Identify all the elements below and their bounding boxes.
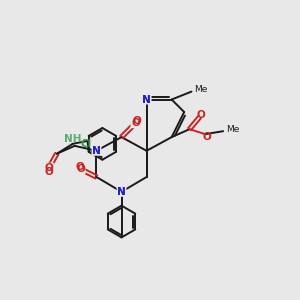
Text: N: N	[92, 146, 101, 156]
Text: O: O	[131, 118, 140, 128]
Text: Me: Me	[226, 125, 240, 134]
Text: O: O	[132, 116, 141, 126]
Text: N: N	[117, 187, 126, 197]
Text: O: O	[76, 164, 85, 174]
FancyBboxPatch shape	[92, 146, 101, 156]
Text: N: N	[117, 187, 126, 197]
Text: O: O	[44, 167, 53, 177]
Text: O: O	[75, 162, 84, 172]
Text: N: N	[92, 146, 101, 156]
Text: N: N	[142, 94, 151, 104]
Text: NH: NH	[64, 134, 81, 144]
Text: O: O	[44, 163, 53, 172]
FancyBboxPatch shape	[130, 118, 140, 128]
Text: O: O	[203, 132, 212, 142]
Text: O: O	[197, 110, 206, 120]
FancyBboxPatch shape	[117, 187, 127, 197]
Text: N: N	[142, 94, 151, 104]
FancyBboxPatch shape	[76, 164, 85, 174]
Text: Me: Me	[194, 85, 207, 94]
Text: Cl: Cl	[80, 139, 91, 149]
FancyBboxPatch shape	[142, 94, 152, 104]
FancyBboxPatch shape	[44, 163, 54, 172]
